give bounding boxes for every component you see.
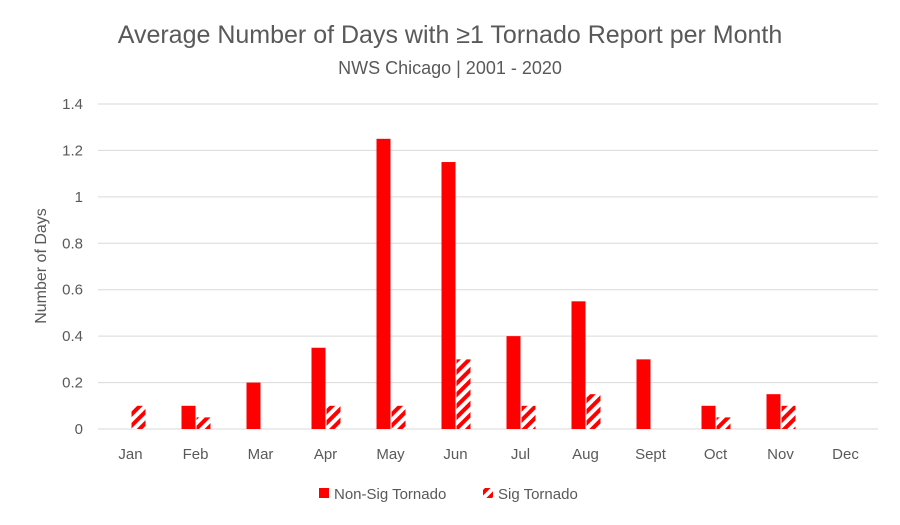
y-tick-label: 1.4 (62, 96, 83, 113)
legend-swatch-non-sig (319, 488, 329, 498)
y-tick-label: 1.2 (62, 142, 83, 159)
x-tick-label: Apr (314, 446, 337, 463)
x-tick-label: Feb (183, 446, 209, 463)
y-axis-ticks: 0 0.2 0.4 0.6 0.8 1 1.2 1.4 (62, 96, 83, 438)
x-tick-label: Nov (767, 446, 794, 463)
chart-subtitle: NWS Chicago | 2001 - 2020 (338, 58, 562, 78)
chart-title: Average Number of Days with ≥1 Tornado R… (118, 21, 783, 49)
bar-sig-jun (456, 359, 471, 429)
x-axis-ticks: Jan Feb Mar Apr May Jun Jul Aug Sept Oct Nov Dec (118, 446, 859, 463)
bar-non-sig-sept (636, 359, 651, 429)
bar-sig-aug (586, 394, 601, 429)
bar-sig-may (391, 405, 406, 429)
y-tick-label: 0.2 (62, 375, 83, 392)
bar-non-sig-aug (571, 301, 586, 429)
x-tick-label: Dec (832, 446, 859, 463)
bar-non-sig-jun (441, 162, 456, 430)
bar-sig-apr (326, 405, 341, 429)
x-tick-label: Jun (443, 446, 467, 463)
bar-non-sig-may (376, 138, 391, 430)
y-tick-label: 0.8 (62, 235, 83, 252)
bar-non-sig-nov (766, 394, 781, 429)
bar-non-sig-apr (311, 347, 326, 429)
y-tick-label: 0 (75, 421, 83, 438)
bar-non-sig-feb (181, 405, 196, 429)
legend-swatch-sig (483, 488, 493, 498)
x-tick-label: Sept (635, 446, 667, 463)
bar-sig-feb (196, 417, 211, 429)
bar-non-sig-mar (246, 382, 261, 429)
bar-sig-nov (781, 405, 796, 429)
y-tick-label: 0.4 (62, 328, 83, 345)
bar-sig-oct (716, 417, 731, 429)
bar-sig-jul (521, 405, 536, 429)
bar-non-sig-oct (701, 405, 716, 429)
legend-label-sig: Sig Tornado (498, 486, 578, 503)
x-tick-label: Mar (248, 446, 274, 463)
bars (131, 138, 796, 430)
y-tick-label: 0.6 (62, 282, 83, 299)
x-tick-label: Oct (704, 446, 728, 463)
bar-sig-jan (131, 405, 146, 429)
x-tick-label: May (376, 446, 405, 463)
x-tick-label: Aug (572, 446, 599, 463)
y-axis-title: Number of Days (33, 208, 50, 324)
x-tick-label: Jan (118, 446, 142, 463)
legend-label-non-sig: Non-Sig Tornado (334, 486, 446, 503)
bar-non-sig-jul (506, 336, 521, 429)
x-tick-label: Jul (511, 446, 530, 463)
y-tick-label: 1 (75, 189, 83, 206)
gridlines (98, 103, 878, 430)
legend: Non-Sig Tornado Sig Tornado (319, 486, 578, 503)
